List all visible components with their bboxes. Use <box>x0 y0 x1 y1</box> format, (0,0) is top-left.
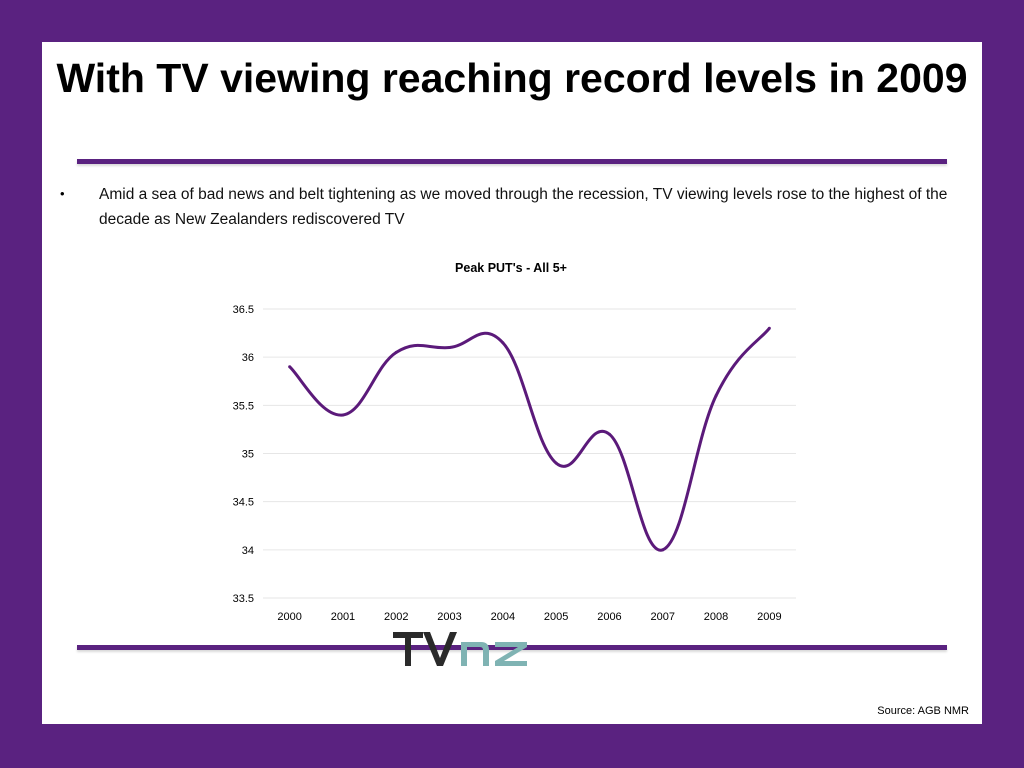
x-tick-label: 2001 <box>331 611 355 623</box>
data-point <box>288 365 292 369</box>
x-axis-tick-labels: 2000 2001 2002 2003 2004 2005 2006 2007 2008 2009 <box>277 611 781 623</box>
data-point <box>607 432 611 436</box>
chart-gridlines <box>263 308 796 599</box>
x-tick-label: 2006 <box>597 611 621 623</box>
data-point <box>394 350 398 354</box>
source-note: Source: AGB NMR <box>877 705 969 717</box>
x-tick-label: 2007 <box>651 611 675 623</box>
chart-title: Peak PUT's - All 5+ <box>455 261 567 275</box>
x-tick-label: 2003 <box>437 611 461 623</box>
bullet-marker: • <box>60 186 65 201</box>
slide: With TV viewing reaching record levels i… <box>42 42 982 724</box>
x-tick-label: 2005 <box>544 611 568 623</box>
y-axis-tick-labels: 33.5 34 34.5 35 35.5 36 36.5 <box>233 304 254 605</box>
data-point <box>501 341 505 345</box>
series-line <box>288 327 771 552</box>
page-title: With TV viewing reaching record levels i… <box>56 55 968 101</box>
x-tick-label: 2004 <box>491 611 515 623</box>
data-point <box>554 461 558 465</box>
x-tick-label: 2002 <box>384 611 408 623</box>
top-divider <box>77 159 947 164</box>
y-tick-label: 36 <box>242 352 254 364</box>
data-point <box>448 346 452 350</box>
data-point <box>714 394 718 398</box>
data-point <box>767 326 771 330</box>
data-point <box>661 548 665 552</box>
x-tick-label: 2008 <box>704 611 728 623</box>
y-tick-label: 34 <box>242 545 254 557</box>
chart-series <box>288 326 771 552</box>
y-tick-label: 34.5 <box>233 497 254 509</box>
bottom-divider <box>77 645 947 650</box>
y-tick-label: 36.5 <box>233 304 254 316</box>
y-tick-label: 33.5 <box>233 593 254 605</box>
x-tick-label: 2000 <box>277 611 301 623</box>
tvnz-logo <box>393 632 527 666</box>
x-tick-label: 2009 <box>757 611 781 623</box>
y-tick-label: 35 <box>242 449 254 461</box>
bullet-text: Amid a sea of bad news and belt tighteni… <box>99 186 948 228</box>
data-point <box>341 413 345 417</box>
y-tick-label: 35.5 <box>233 400 254 412</box>
